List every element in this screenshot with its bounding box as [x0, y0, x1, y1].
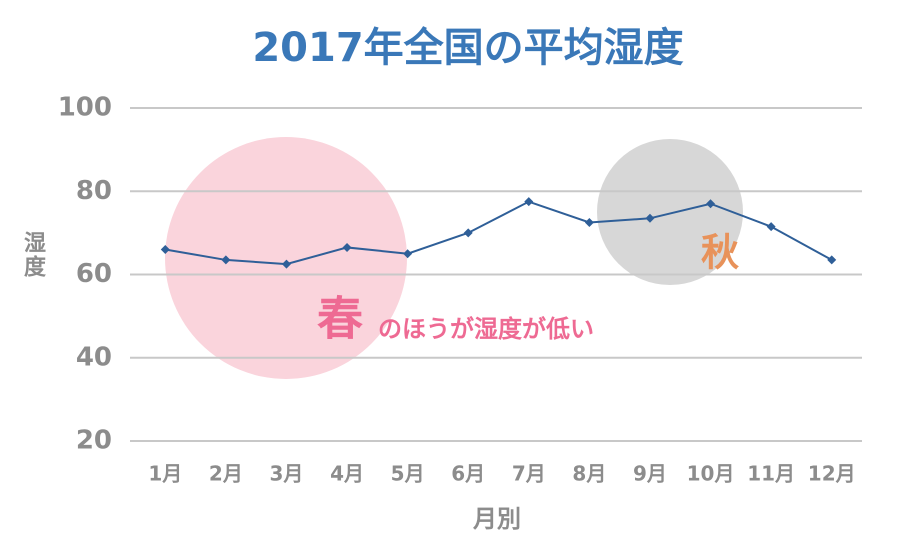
y-tick-label: 80	[76, 176, 112, 206]
x-tick-label: 11月	[747, 462, 795, 486]
data-point	[221, 255, 231, 265]
spring-highlight	[165, 137, 407, 379]
x-tick-label: 7月	[512, 462, 546, 486]
y-tick-label: 60	[76, 259, 112, 289]
x-tick-label: 3月	[269, 462, 303, 486]
grid: 20 40 60 80 100 1月 2月 3月 4月 5月 6月 7月 8月 9月 10月 11月 12月	[58, 93, 862, 486]
x-tick-label: 6月	[451, 462, 485, 486]
annotation: 秋	[701, 231, 739, 275]
plot	[160, 197, 837, 269]
data-point	[403, 249, 413, 259]
y-tick-label: 40	[76, 342, 112, 372]
data-point	[706, 199, 716, 209]
x-axis-label: 月別	[472, 505, 521, 533]
data-point	[342, 242, 352, 252]
data-point	[463, 228, 473, 238]
x-tick-label: 2月	[209, 462, 243, 486]
data-point	[584, 217, 594, 227]
x-tick-label: 12月	[808, 462, 856, 486]
data-point	[281, 259, 291, 269]
x-tick-label: 1月	[148, 462, 182, 486]
x-tick-label: 4月	[330, 462, 364, 486]
x-tick-label: 9月	[633, 462, 667, 486]
annotation: のほうが湿度が低い	[378, 315, 594, 343]
series-line	[165, 200, 833, 266]
data-point	[524, 197, 534, 207]
data-point	[766, 222, 776, 232]
x-tick-label: 10月	[687, 462, 735, 486]
annotation: 春	[317, 292, 363, 346]
x-tick-label: 5月	[391, 462, 425, 486]
y-axis-label: 湿度	[20, 231, 46, 279]
data-point	[827, 255, 837, 265]
x-tick-label: 8月	[572, 462, 606, 486]
highlights	[165, 137, 743, 379]
data-point	[645, 213, 655, 223]
y-tick-label: 20	[76, 426, 112, 456]
y-tick-label: 100	[58, 93, 112, 123]
chart-title: 2017年全国の平均湿度	[252, 25, 683, 71]
data-point	[160, 245, 170, 255]
autumn-highlight	[597, 139, 743, 285]
